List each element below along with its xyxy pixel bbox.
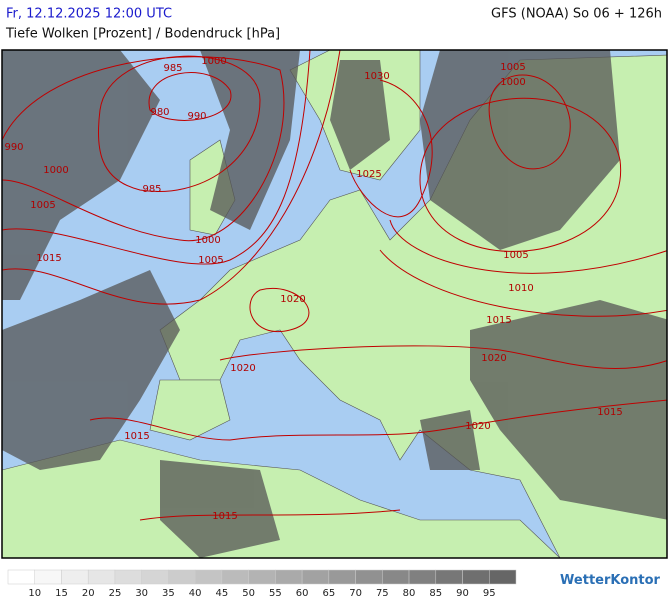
legend-swatch <box>462 569 490 585</box>
isobars <box>2 50 667 521</box>
legend-label: 50 <box>242 588 255 599</box>
isobar-label: 1000 <box>195 235 220 246</box>
isobar-label: 1020 <box>230 363 255 374</box>
isobar-label: 1000 <box>43 165 68 176</box>
legend-label: 80 <box>403 588 416 599</box>
legend: 10 15 20 25 30 35 40 45 50 55 60 65 70 75 80 85 90 95 <box>7 569 517 599</box>
legend-swatch <box>435 569 463 585</box>
legend-swatch <box>61 569 89 585</box>
logo: WetterKontor <box>560 573 661 588</box>
legend-swatch <box>355 569 383 585</box>
legend-label: 55 <box>269 588 282 599</box>
legend-swatch <box>408 569 437 585</box>
legend-swatch <box>382 569 410 585</box>
legend-label: 45 <box>216 588 229 599</box>
isobar-label: 1020 <box>465 421 490 432</box>
isobar-label: 1005 <box>30 200 55 211</box>
legend-label: 30 <box>135 588 148 599</box>
isobar-label: 990 <box>187 111 206 122</box>
legend-label: 70 <box>349 588 362 599</box>
legend-swatch <box>114 569 142 585</box>
isobar-label: 1015 <box>124 431 149 442</box>
isobar-label: 1015 <box>486 315 511 326</box>
legend-swatch <box>489 569 517 585</box>
isobar-label: 985 <box>142 184 161 195</box>
isobar-label: 1015 <box>36 253 61 264</box>
legend-swatch <box>34 569 62 585</box>
isobar-label: 1015 <box>212 511 237 522</box>
isobar-labels: 985 1000 980 990 990 1000 985 1005 1000 1005 1015 1… <box>4 56 622 522</box>
map-title: Tiefe Wolken [Prozent] / Bodendruck [hPa… <box>5 27 280 42</box>
legend-swatch <box>328 569 356 585</box>
map-area: 985 1000 980 990 990 1000 985 1005 1000 1005 1015 1… <box>2 50 667 558</box>
isobar-label: 990 <box>4 142 23 153</box>
isobar-label: 1015 <box>597 407 622 418</box>
isobar-label: 1005 <box>500 62 525 73</box>
isobar-label: 980 <box>150 107 169 118</box>
legend-swatch <box>141 569 169 585</box>
isobar-label: 1025 <box>356 169 381 180</box>
legend-label: 85 <box>429 588 442 599</box>
isobar-label: 1010 <box>508 283 533 294</box>
legend-label: 20 <box>82 588 95 599</box>
legend-label: 90 <box>456 588 469 599</box>
legend-swatch <box>221 569 249 585</box>
isobar-label: 985 <box>163 63 182 74</box>
isobar-label: 1020 <box>481 353 506 364</box>
datetime: Fr, 12.12.2025 12:00 UTC <box>6 7 172 22</box>
legend-label: 95 <box>483 588 496 599</box>
isobar-label: 1000 <box>201 56 226 67</box>
legend-swatch <box>168 569 196 585</box>
isobar-label: 1005 <box>503 250 528 261</box>
legend-swatch <box>7 569 35 585</box>
legend-label: 40 <box>189 588 202 599</box>
legend-swatch <box>87 569 116 585</box>
isobar-label: 1030 <box>364 71 389 82</box>
legend-label: 25 <box>109 588 122 599</box>
map-frame <box>1 49 668 559</box>
legend-label: 10 <box>28 588 41 599</box>
model-run: GFS (NOAA) So 06 + 126h <box>491 7 662 22</box>
clouds <box>2 50 667 558</box>
legend-label: 35 <box>162 588 175 599</box>
legend-label: 75 <box>376 588 389 599</box>
isobar-label: 1005 <box>198 255 223 266</box>
legend-swatch <box>301 569 330 585</box>
legend-swatch <box>275 569 303 585</box>
legend-label: 15 <box>55 588 68 599</box>
isobar-label: 1000 <box>500 77 525 88</box>
legend-swatch <box>194 569 223 585</box>
legend-label: 60 <box>296 588 309 599</box>
legend-swatch <box>248 569 276 585</box>
isobar-label: 1020 <box>280 294 305 305</box>
legend-label: 65 <box>322 588 335 599</box>
